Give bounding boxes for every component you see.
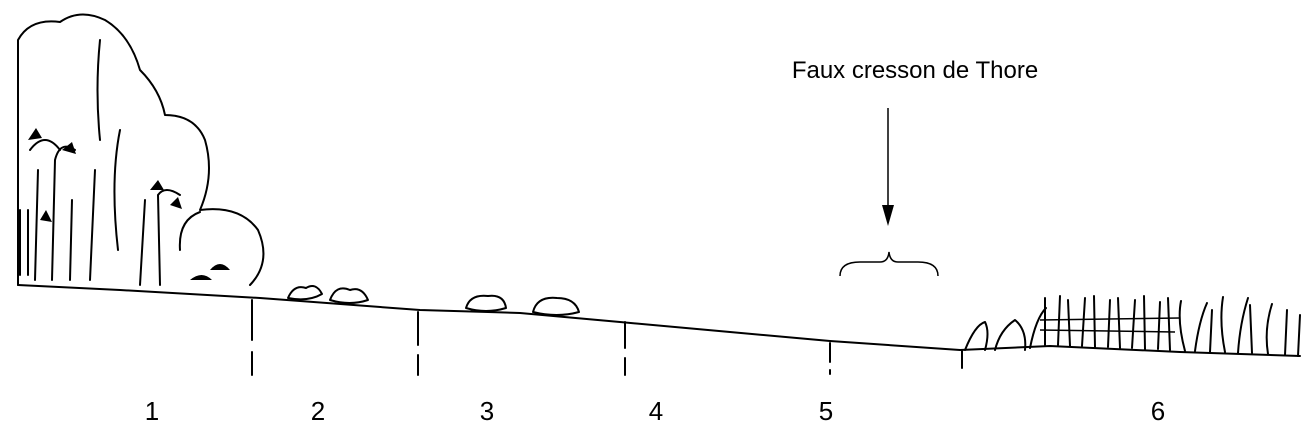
zone-label: 3 [480, 396, 494, 426]
zone-label: 4 [649, 396, 663, 426]
ground-line [17, 284, 1301, 357]
zone-label: 1 [145, 396, 159, 426]
trees [17, 13, 265, 286]
reeds [964, 295, 1301, 357]
zone-dividers [251, 299, 963, 376]
brace [839, 251, 939, 277]
zone-labels: 1 2 3 4 5 6 [145, 396, 1165, 426]
zone-label: 6 [1151, 396, 1165, 426]
species-label: Faux cresson de Thore [792, 57, 1038, 84]
arrow-head [882, 205, 894, 226]
zone-label: 2 [311, 396, 325, 426]
zone-label: 5 [819, 396, 833, 426]
